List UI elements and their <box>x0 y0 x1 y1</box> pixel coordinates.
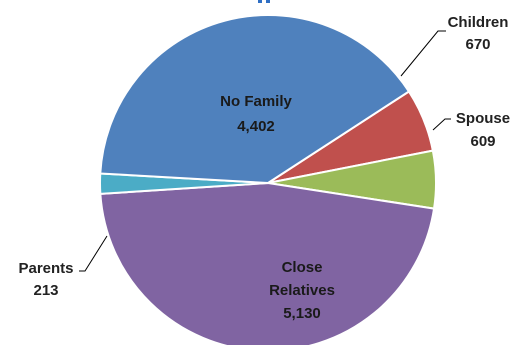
slice-label-no-family-value: 4,402 <box>237 118 275 135</box>
parents-leader-line <box>79 235 108 272</box>
children-leader-line <box>400 30 446 77</box>
slice-label-children-value: 670 <box>465 36 490 53</box>
slice-label-parents-name: Parents <box>18 260 73 277</box>
spouse-leader-line <box>432 118 451 131</box>
pie-slices <box>99 14 437 345</box>
slice-label-children-name: Children <box>448 14 509 31</box>
slice-label-close-relatives-value: 5,130 <box>283 305 321 322</box>
pie-slice-no-family <box>99 14 410 184</box>
slice-label-spouse-name: Spouse <box>456 110 510 127</box>
slice-label-close-relatives-name: Close Relatives <box>269 259 335 299</box>
slice-label-spouse-value: 609 <box>470 133 495 150</box>
title-fragment <box>258 0 262 3</box>
pie-slice-close-relatives <box>99 182 436 345</box>
slice-label-parents-value: 213 <box>33 282 58 299</box>
title-fragment <box>266 0 270 3</box>
slice-label-no-family-name: No Family <box>220 93 292 110</box>
